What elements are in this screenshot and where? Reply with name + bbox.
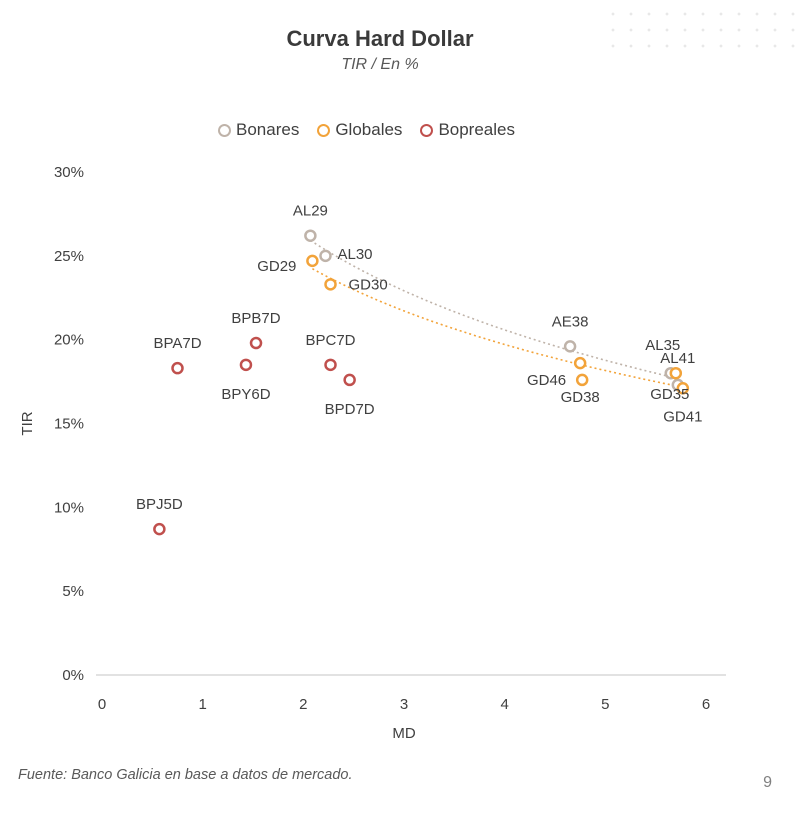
chart-subtitle: TIR / En %: [341, 56, 419, 73]
point-al29: [304, 229, 317, 242]
legend-item-bonares: Bonares: [218, 120, 299, 140]
y-tick-label: 5%: [62, 583, 84, 600]
trendline-bonares: [309, 239, 678, 380]
label-gd41: GD41: [663, 408, 702, 425]
trendlines: [309, 239, 683, 389]
x-tick-label: 4: [500, 696, 508, 713]
label-gd29: GD29: [257, 258, 296, 275]
label-gd38: GD38: [561, 389, 600, 406]
label-bpc7d: BPC7D: [305, 332, 355, 349]
point-bpb7d: [249, 336, 263, 350]
legend-marker-bonares: [218, 123, 231, 137]
legend-label-bopreales: Bopreales: [438, 120, 515, 139]
legend-marker-bopreales: [420, 123, 434, 137]
y-tick-label: 0%: [62, 667, 84, 684]
point-bpy6d: [239, 358, 253, 372]
point-gd35: [669, 366, 683, 380]
legend-item-globales: Globales: [317, 120, 402, 140]
legend-marker-globales: [317, 123, 331, 137]
y-tick-label: 15%: [54, 416, 84, 433]
label-al35: AL35: [645, 337, 680, 354]
label-al30: AL30: [337, 246, 372, 263]
point-gd29: [306, 254, 319, 268]
legend-label-globales: Globales: [335, 120, 403, 139]
y-tick-label: 25%: [54, 248, 84, 265]
point-bpj5d: [153, 522, 166, 536]
point-gd46: [573, 356, 587, 370]
x-axis-title: MD: [392, 725, 415, 742]
y-tick-label: 10%: [54, 499, 84, 516]
legend-item-bopreales: Bopreales: [420, 120, 515, 140]
point-bpd7d: [343, 373, 356, 387]
label-bpb7d: BPB7D: [231, 310, 280, 327]
point-gd38: [575, 373, 589, 387]
point-gd41: [676, 382, 690, 395]
y-tick-label: 30%: [54, 164, 84, 181]
page-number: 9: [763, 774, 772, 791]
x-tick-label: 1: [198, 696, 206, 713]
label-bpj5d: BPJ5D: [136, 496, 183, 513]
label-ae38: AE38: [552, 313, 589, 330]
point-bpa7d: [171, 361, 184, 375]
axis-ticks: 0 1 2 3 4 5 6 0% 5% 10% 15% 20% 25% 30%: [54, 164, 710, 713]
point-gd30: [324, 278, 337, 291]
x-tick-label: 3: [400, 696, 408, 713]
x-tick-label: 5: [601, 696, 609, 713]
x-tick-label: 6: [702, 696, 710, 713]
x-tick-label: 2: [299, 696, 307, 713]
y-axis-title: TIR: [19, 411, 36, 435]
label-gd46: GD46: [527, 372, 566, 389]
label-gd35: GD35: [650, 386, 689, 403]
label-bpa7d: BPA7D: [153, 335, 201, 352]
chart-legend: Bonares Globales Bopreales: [218, 120, 515, 140]
decorative-dot-pattern: [600, 0, 800, 50]
source-note: Fuente: Banco Galicia en base a datos de…: [18, 767, 353, 783]
label-al29: AL29: [293, 203, 328, 220]
label-bpd7d: BPD7D: [325, 401, 375, 418]
label-gd30: GD30: [349, 276, 388, 293]
point-ae38: [563, 340, 577, 353]
point-al30: [319, 249, 332, 263]
legend-label-bonares: Bonares: [236, 120, 300, 139]
x-tick-label: 0: [98, 696, 106, 713]
label-bpy6d: BPY6D: [221, 386, 270, 403]
point-bpc7d: [324, 358, 337, 372]
y-tick-label: 20%: [54, 332, 84, 349]
chart-title: Curva Hard Dollar: [286, 26, 474, 51]
data-points: [153, 229, 690, 536]
label-al41: AL41: [660, 350, 695, 367]
